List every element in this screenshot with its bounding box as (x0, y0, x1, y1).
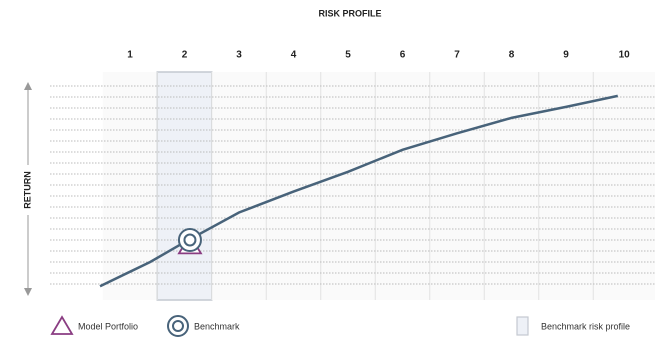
chart-title: RISK PROFILE (318, 8, 381, 18)
y-axis-label: RETURN (22, 171, 32, 209)
highlight-band (156, 71, 213, 301)
legend-item: Model Portfolio (50, 315, 138, 335)
x-tick-label: 2 (182, 50, 188, 61)
x-tick-label: 5 (345, 50, 351, 61)
x-tick-label: 7 (454, 50, 460, 61)
x-tick-label: 3 (236, 50, 242, 61)
band (266, 72, 321, 300)
band (320, 72, 376, 300)
benchmark-marker-inner (183, 233, 197, 247)
x-tick-label: 8 (509, 50, 515, 61)
band (211, 72, 267, 300)
legend-symbol (167, 315, 189, 337)
legend-item: Benchmark risk profile (516, 316, 630, 336)
return-line (99, 94, 619, 288)
x-tick-label: 9 (563, 50, 569, 61)
legend-symbol (516, 316, 529, 336)
band (429, 72, 485, 300)
x-tick-label: 6 (400, 50, 406, 61)
benchmark-marker (177, 228, 202, 252)
x-tick-label: 1 (127, 50, 133, 61)
band (375, 72, 430, 300)
x-tick-label: 4 (291, 50, 297, 61)
legend-label: Benchmark risk profile (541, 321, 630, 331)
legend-label: Model Portfolio (78, 321, 138, 331)
legend-label: Benchmark (194, 321, 240, 331)
band (484, 72, 539, 300)
band (102, 72, 158, 300)
band (593, 72, 655, 300)
legend-symbol (50, 315, 74, 335)
legend-symbol (172, 320, 184, 332)
legend-item: Benchmark (167, 315, 240, 337)
y-axis-arrow (22, 82, 34, 296)
x-tick-label: 10 (619, 50, 631, 61)
